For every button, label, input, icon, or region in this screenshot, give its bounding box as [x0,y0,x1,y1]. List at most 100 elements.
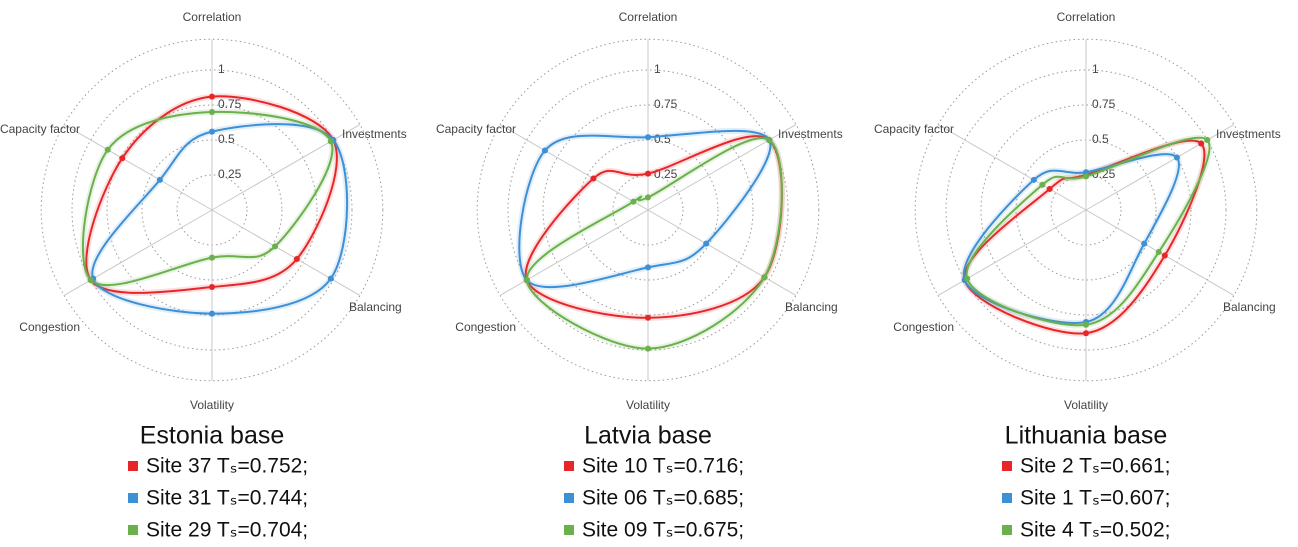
spoke [937,124,1087,211]
series-point [209,254,215,261]
series-point [1155,249,1162,255]
series-point [645,194,651,201]
series-point [590,175,597,182]
series-point [645,264,651,271]
legend-swatch [1002,461,1012,471]
spoke [211,209,361,296]
series-point [703,240,710,247]
legend-label: Site 4 Tₛ=0.502; [1020,519,1170,542]
series-point [645,345,651,352]
r-tick-label: 0.5 [218,132,235,146]
frame-ring [914,38,1258,382]
axis-label: Capacity factor [436,122,516,136]
series-point [104,146,111,153]
legend-label: Site 1 Tₛ=0.607; [1020,487,1170,510]
legend-label: Site 09 Tₛ=0.675; [582,519,744,542]
axis-label: Volatility [190,398,234,412]
chart-title: Lithuania base [1005,422,1168,450]
axis-label: Correlation [619,10,678,24]
spoke [647,209,797,296]
grid-ring [980,104,1192,316]
series-point [645,314,651,321]
chart-title: Latvia base [584,422,712,450]
series-point [1161,252,1168,259]
series-point [645,170,651,177]
series-point [645,134,651,141]
spoke [63,124,213,211]
axis-label: Balancing [1223,300,1276,314]
spoke [499,124,649,211]
series-point [541,147,548,154]
r-tick-label: 1 [218,62,225,76]
grid-ring [106,104,318,316]
series-point [327,275,334,282]
series-point [766,137,773,143]
r-tick-label: 1 [654,62,661,76]
grid-ring [945,69,1227,351]
series-glow [522,133,785,321]
axis-label: Capacity factor [0,122,80,136]
series-point [1083,169,1089,176]
series-point [209,109,215,115]
series-line [524,135,783,319]
frame-ring [476,38,820,382]
series-point [293,256,300,262]
legend-swatch [128,493,138,503]
series-point [761,274,768,281]
series-point [1204,137,1211,143]
series-point [209,310,215,317]
series-point [1030,176,1037,183]
legend-label: Site 37 Tₛ=0.752; [146,455,308,478]
frame-ring [40,38,384,382]
chart-title: Estonia base [140,422,285,450]
legend-label: Site 31 Tₛ=0.744; [146,487,308,510]
series-point [1083,173,1089,180]
series-point [1198,140,1205,147]
axis-label: Capacity factor [874,122,954,136]
series-point [209,128,215,135]
axis-label: Congestion [455,320,516,334]
legend-swatch [564,461,574,471]
r-tick-label: 0.5 [1092,132,1109,146]
series-point [209,284,215,290]
axis-label: Investments [778,127,843,141]
series-point [630,198,637,205]
axis-label: Balancing [349,300,402,314]
axis-label: Balancing [785,300,838,314]
legend-swatch [564,493,574,503]
axis-label: Correlation [1057,10,1116,24]
r-tick-label: 0.25 [218,167,242,181]
series-point [1083,330,1089,337]
series-point [523,277,530,283]
legend-label: Site 2 Tₛ=0.661; [1020,455,1170,478]
series-point [964,275,971,282]
r-tick-label: 0.75 [1092,97,1116,111]
series-point [156,176,163,183]
series-point [1173,154,1180,161]
grid-ring [542,104,754,316]
grid-ring [507,69,789,351]
axis-label: Correlation [183,10,242,24]
axis-label: Volatility [1064,398,1108,412]
grid-ring [71,69,353,351]
r-tick-label: 1 [1092,62,1099,76]
legend-label: Site 10 Tₛ=0.716; [582,455,744,478]
series-point [327,138,334,145]
series-point [1083,321,1089,328]
r-tick-label: 0.75 [654,97,678,111]
series-point [87,277,94,283]
legend-swatch [128,525,138,535]
legend-swatch [1002,525,1012,535]
series-point [1039,181,1046,188]
axis-label: Investments [342,127,407,141]
r-tick-label: 0.75 [218,97,242,111]
series-glow [963,134,1213,329]
series-point [209,93,215,100]
axis-label: Volatility [626,398,670,412]
axis-label: Investments [1216,127,1281,141]
series-point [119,155,126,162]
series-point [272,243,279,250]
series-point [1141,240,1148,247]
series-glow [516,127,774,291]
